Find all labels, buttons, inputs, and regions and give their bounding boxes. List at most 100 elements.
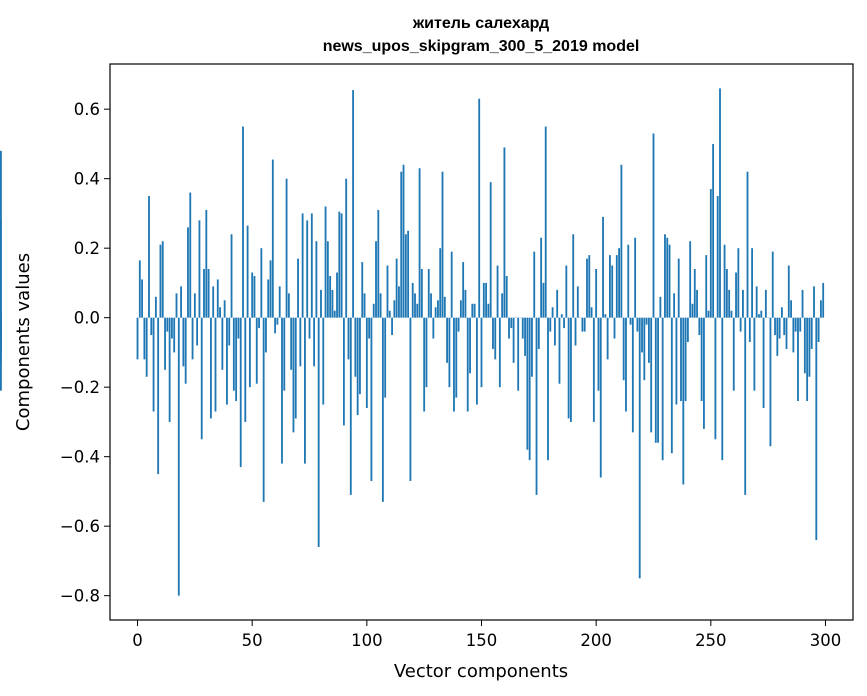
y-axis-label: Components values — [13, 253, 34, 431]
bar-component-106 — [379, 293, 382, 318]
bar-component-55 — [262, 317, 265, 502]
bar-component-276 — [769, 317, 772, 447]
bar-component-32 — [209, 317, 212, 419]
bar-component-169 — [524, 317, 526, 356]
bar-component-78 — [315, 241, 318, 318]
bar-component-64 — [283, 317, 286, 391]
bar-component-36 — [219, 307, 221, 318]
bar-component-71 — [299, 317, 302, 367]
bar-component-265 — [744, 317, 747, 495]
x-tick-label: 150 — [466, 631, 498, 650]
bar-component-204 — [604, 314, 607, 318]
bar-component-97 — [359, 317, 361, 395]
bar-component-277 — [771, 251, 774, 318]
bar-component-51 — [253, 275, 256, 318]
x-tick-label: 200 — [580, 631, 612, 650]
bar-component-291 — [803, 317, 806, 374]
bar-component-128 — [430, 293, 432, 318]
bar-component-26 — [196, 317, 199, 346]
bar-component-70 — [297, 258, 299, 318]
bar-component-242 — [691, 303, 694, 318]
bar-component-272 — [760, 310, 763, 318]
bar-component-178 — [544, 126, 547, 318]
bar-component-20 — [182, 317, 185, 367]
bar-component-141 — [459, 300, 462, 318]
bar-component-153 — [487, 303, 490, 318]
bar-component-233 — [670, 317, 673, 454]
bar-component-177 — [542, 282, 545, 318]
bar-component-225 — [652, 133, 655, 318]
bar-component-278 — [774, 317, 776, 336]
bar-component-130 — [434, 307, 437, 318]
y-tick-label: −0.6 — [60, 517, 100, 536]
bar-component-240 — [686, 317, 689, 342]
y-tick-label: −0.2 — [60, 378, 100, 397]
bar-component-243 — [693, 269, 696, 318]
bar-component-6 — [150, 317, 153, 336]
bar-component-254 — [719, 88, 721, 318]
bar-component-121 — [414, 293, 416, 318]
bar-component-118 — [407, 230, 410, 318]
y-tick-label: 0.6 — [74, 100, 100, 119]
bar-component-156 — [494, 317, 497, 360]
bar-component-161 — [505, 275, 508, 318]
bar-component-155 — [492, 317, 494, 349]
bar-component-188 — [567, 317, 570, 419]
bar-component-111 — [391, 317, 393, 336]
bar-component-104 — [375, 241, 377, 318]
bar-component-239 — [684, 317, 687, 402]
bar-component-154 — [489, 182, 492, 318]
x-axis-ticks: 0 50 100 150 200 250 300 — [132, 620, 841, 650]
bar-component-15 — [171, 317, 173, 339]
bar-component-4 — [145, 317, 148, 377]
bar-component-164 — [512, 317, 515, 363]
bar-component-252 — [714, 317, 717, 440]
bar-component-208 — [613, 317, 616, 339]
bar-component-220 — [641, 317, 643, 353]
bar-component-0 — [136, 317, 139, 360]
bar-component-112 — [393, 300, 396, 318]
bar-component-23 — [189, 192, 192, 318]
bar-component-268 — [751, 248, 754, 318]
bar-component-24 — [191, 317, 194, 360]
chart-title-line1: житель салехард — [412, 15, 549, 32]
bar-component-33 — [212, 286, 215, 318]
bar-component-214 — [627, 244, 630, 318]
x-tick-label: 300 — [810, 631, 842, 650]
bar-component-157 — [496, 265, 499, 318]
bar-component-196 — [586, 258, 588, 318]
bar-component-261 — [735, 272, 737, 318]
bar-component-211 — [620, 164, 623, 318]
bar-component-77 — [313, 317, 316, 367]
bar-component-201 — [597, 317, 600, 391]
bar-component-253 — [716, 196, 719, 318]
bar-component-88 — [338, 211, 341, 318]
bar-component-116 — [402, 164, 405, 318]
bar-component-198 — [590, 307, 593, 318]
bar-component-182 — [553, 317, 556, 346]
bar-component-263 — [739, 317, 742, 332]
bar-component-285 — [790, 300, 792, 318]
bar-component-134 — [443, 296, 446, 318]
bar-component-49 — [248, 317, 251, 388]
bar-component-43 — [235, 317, 238, 402]
bar-component-137 — [450, 251, 453, 318]
bar-component-150 — [480, 317, 483, 388]
bar-component-269 — [753, 317, 756, 391]
bar-component-209 — [615, 255, 618, 318]
bar-component-195 — [583, 317, 586, 332]
x-tick-label: 50 — [242, 631, 263, 650]
bar-component-148 — [476, 317, 478, 405]
bar-component-205 — [606, 317, 609, 360]
bar-component-228 — [659, 296, 662, 318]
bar-component-200 — [595, 269, 598, 318]
bar-component-173 — [533, 251, 536, 318]
bar-component-17 — [175, 293, 178, 318]
bar-component-289 — [799, 317, 802, 332]
bar-component-163 — [510, 317, 513, 329]
bar-component-31 — [207, 269, 210, 318]
bars-group — [0, 88, 825, 596]
bar-component-288 — [797, 317, 799, 402]
bar-component-235 — [675, 317, 678, 405]
bar-component-147 — [473, 303, 476, 318]
